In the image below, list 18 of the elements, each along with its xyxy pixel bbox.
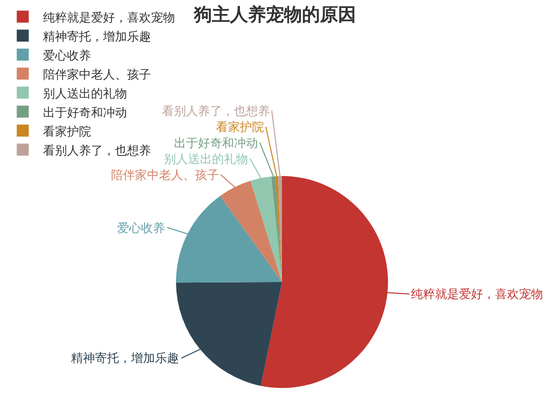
legend-label: 看别人养了，也想养 [42, 143, 151, 158]
slice-label: 别人送出的礼物 [164, 152, 248, 166]
slice-label: 看别人养了，也想养 [162, 104, 270, 118]
slice-label: 爱心收养 [117, 221, 165, 235]
slice-label: 看家护院 [216, 120, 264, 134]
legend-label: 陪伴家中老人、孩子 [42, 67, 151, 82]
legend-label: 看家护院 [42, 124, 91, 138]
legend-label: 爱心收养 [42, 48, 91, 62]
legend-label: 精神寄托，增加乐趣 [42, 29, 151, 44]
legend-label: 纯粹就是爱好，喜欢宠物 [42, 10, 175, 24]
pie-slice [176, 282, 282, 386]
legend-label: 出于好奇和冲动 [42, 105, 127, 120]
slice-label: 纯粹就是爱好，喜欢宠物 [411, 287, 543, 301]
slice-label: 陪伴家中老人、孩子 [111, 168, 219, 182]
legend-label: 别人送出的礼物 [42, 86, 127, 100]
chart-title: 狗主人养宠物的原因 [193, 4, 356, 26]
slice-label: 出于好奇和冲动 [174, 136, 258, 150]
slice-label: 精神寄托，增加乐趣 [71, 351, 179, 365]
